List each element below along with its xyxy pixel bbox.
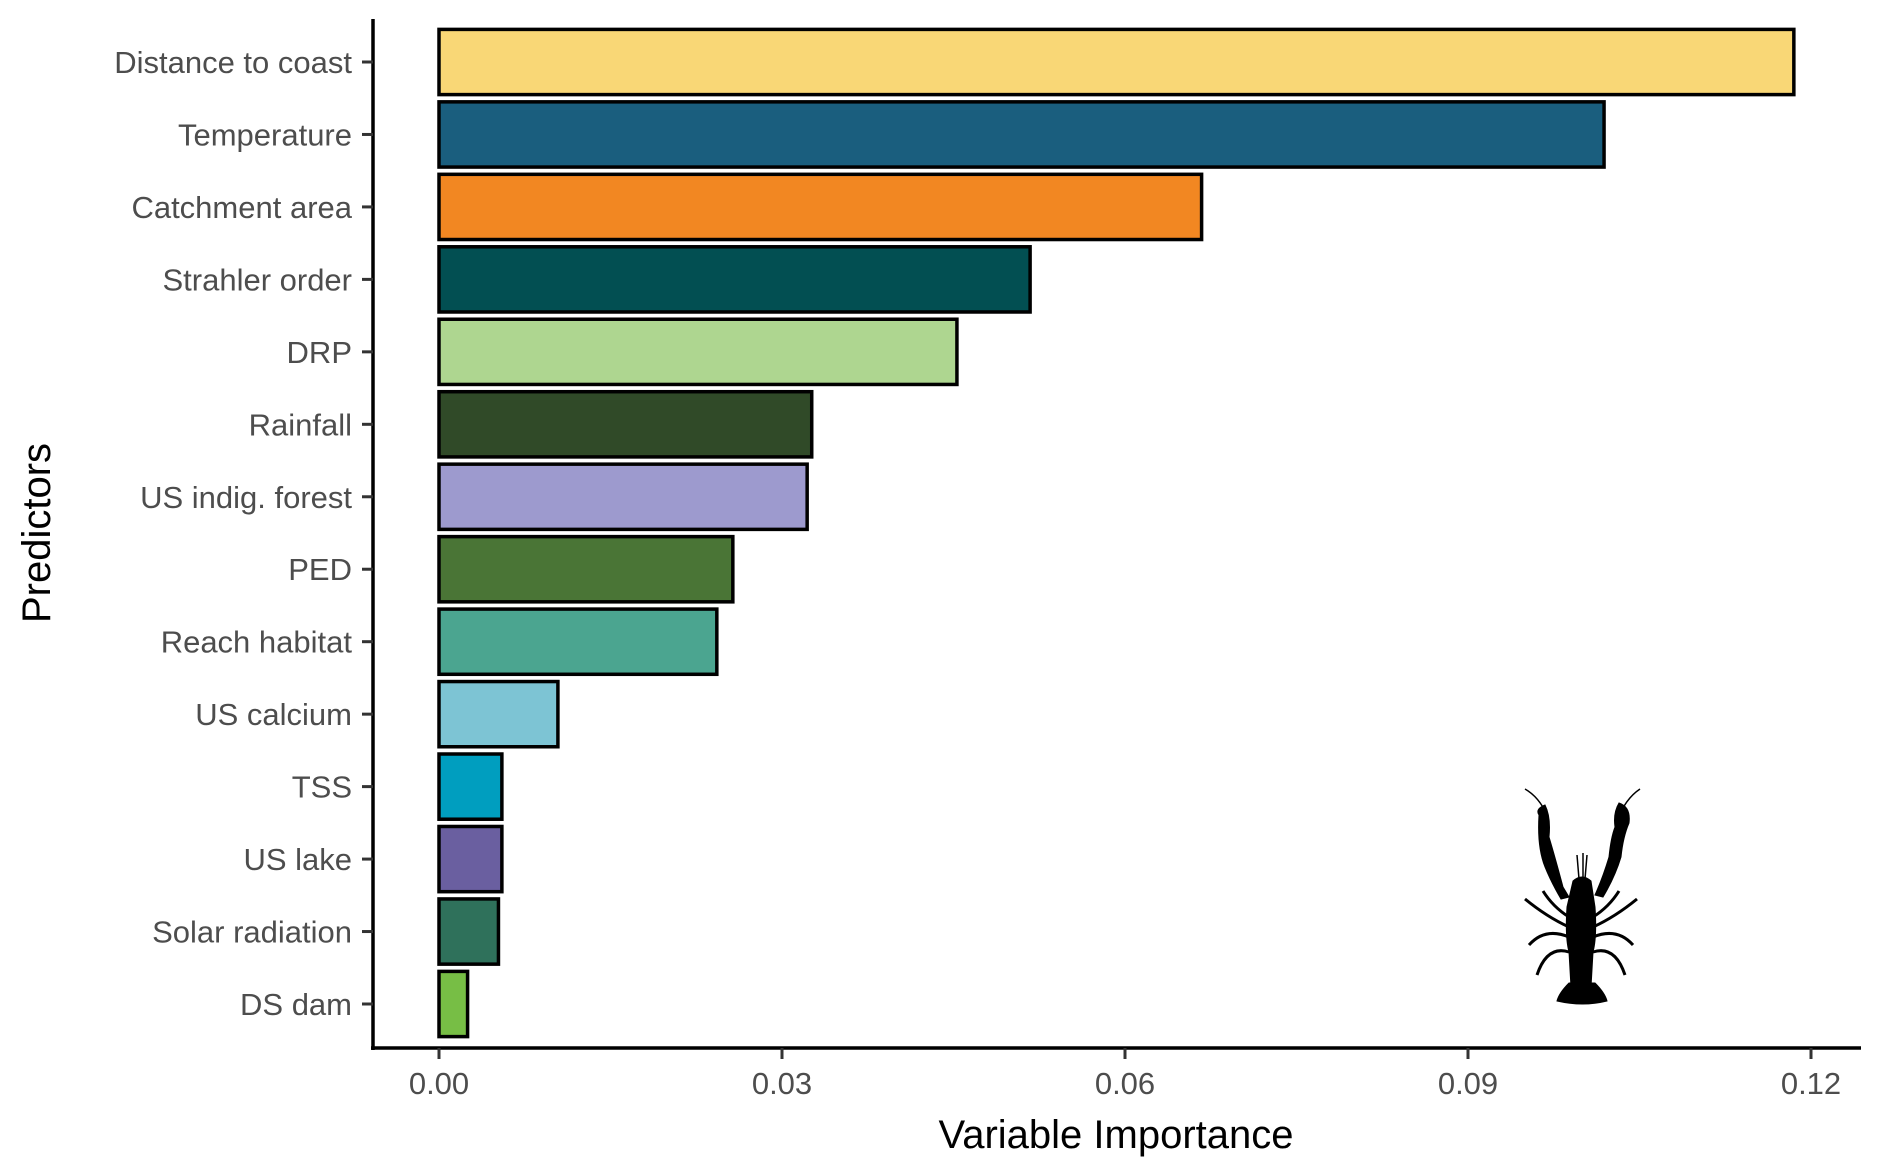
y-tick-label: PED [288,552,352,587]
bar-temperature [437,100,1606,169]
x-axis-title: Variable Importance [939,1113,1294,1157]
bar-reach-habitat [437,607,719,677]
bar-ped [437,534,735,604]
bar-tss [437,752,504,821]
bars-group [437,27,1796,1039]
bar-catchment-area [437,172,1204,242]
x-ticks-group: 0.00 0.03 0.06 0.09 0.12 [409,1048,1841,1101]
x-tick-label: 0.03 [752,1066,812,1101]
bar-solar-radiation [437,897,501,966]
y-tick-label: DRP [287,335,352,370]
bar-strahler-order [437,245,1032,314]
y-tick-label: US indig. forest [140,480,352,515]
y-axis-title: Predictors [15,443,59,623]
y-tick-label: US lake [243,842,352,877]
y-tick-label: Strahler order [162,262,352,297]
bar-us-calcium [437,679,560,749]
bar-us-indig-forest [437,462,809,532]
x-tick-label: 0.09 [1438,1066,1498,1101]
crayfish-icon [1524,788,1641,1005]
y-tick-label: US calcium [195,697,352,732]
y-ticks-group: Distance to coast Temperature Catchment ar… [114,45,373,1022]
y-tick-label: DS dam [240,987,352,1022]
y-tick-label: Rainfall [249,407,352,442]
y-tick-label: Solar radiation [152,915,352,950]
bar-ds-dam [437,969,470,1039]
x-tick-label: 0.06 [1095,1066,1155,1101]
y-tick-label: Catchment area [131,190,352,225]
bar-us-lake [437,824,504,894]
x-tick-label: 0.12 [1781,1066,1841,1101]
y-tick-label: TSS [292,770,352,805]
y-tick-label: Reach habitat [161,625,353,660]
bar-drp [437,317,959,387]
bar-rainfall [437,389,814,459]
y-tick-label: Temperature [178,117,352,152]
y-tick-label: Distance to coast [114,45,352,80]
bar-distance-to-coast [437,27,1796,97]
x-tick-label: 0.00 [409,1066,469,1101]
